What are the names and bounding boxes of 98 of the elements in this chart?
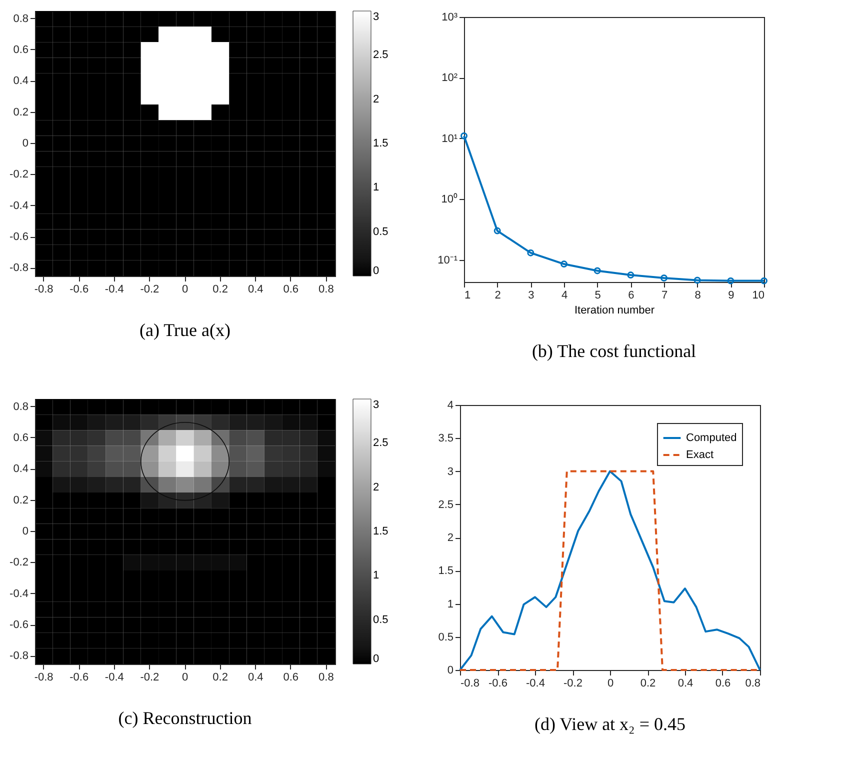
y-tick-label: 0.8 <box>13 12 28 25</box>
point <box>660 274 668 282</box>
color-bar-label: 0 <box>373 265 380 277</box>
y-tick-label: 2.5 <box>438 498 454 511</box>
x-tick-label: -0.4 <box>526 678 545 690</box>
x-tick-label: 0 <box>182 672 188 684</box>
y-tick-label: 0.5 <box>438 631 454 644</box>
y-tick-label: 0.6 <box>13 432 28 444</box>
legend-label: Computed <box>686 432 737 444</box>
point <box>527 249 534 256</box>
y-tick-label: 10² <box>442 72 458 84</box>
x-tick-label: 8 <box>694 290 701 302</box>
x-tick-label: 0.6 <box>715 678 731 690</box>
text: (b) The cost functional <box>532 341 696 361</box>
y-tick-label: 0.2 <box>13 106 28 118</box>
x-tick-label: 0.4 <box>248 284 264 296</box>
point <box>594 267 601 274</box>
y-tick-label: 3.5 <box>438 432 454 445</box>
y-tick-label: 10³ <box>442 12 458 24</box>
x-tick-label: 0.2 <box>212 284 228 296</box>
x-tick-label: 0.6 <box>283 284 299 296</box>
x-tick-label: 2 <box>494 290 501 302</box>
x-tick-label: -0.8 <box>34 672 54 684</box>
x-tick-label: -0.6 <box>488 678 508 690</box>
y-tick-label: -0.2 <box>10 556 28 569</box>
x-tick-label: 0.6 <box>283 672 299 684</box>
point <box>694 276 701 284</box>
color-bar-label: 0.5 <box>373 614 388 626</box>
y-tick-label: 3 <box>447 466 454 478</box>
x-tick-label: -0.2 <box>140 284 160 296</box>
color-bar-label: 2 <box>373 93 380 106</box>
x-tick-label: 9 <box>728 290 734 302</box>
y-tick-label: 0 <box>22 138 28 150</box>
x-tick-label: 3 <box>528 290 534 302</box>
x-tick-label: 0 <box>607 678 614 690</box>
x-tick-label: 0.2 <box>640 678 656 690</box>
legend-label: Exact <box>686 449 714 461</box>
y-tick-label: -0.8 <box>10 650 28 662</box>
x-tick-label: -0.4 <box>104 672 124 684</box>
point <box>560 260 568 268</box>
x-tick-label: 1 <box>464 290 471 302</box>
x-tick-label: -0.8 <box>34 284 54 296</box>
x-tick-label: 6 <box>628 290 634 302</box>
x-tick-label: -0.6 <box>70 284 89 296</box>
y-tick-label: 0 <box>22 526 28 538</box>
x-tick-label: -0.2 <box>140 672 160 684</box>
x-tick-label: 0 <box>182 284 188 296</box>
y-tick-label: 0.2 <box>13 494 28 506</box>
y-tick-label: -0.6 <box>10 619 28 632</box>
y-tick-label: 0.4 <box>13 463 28 476</box>
line-series <box>459 470 761 671</box>
color-bar-label: 0.5 <box>373 226 388 238</box>
color-bar-label: 2.5 <box>373 49 388 62</box>
y-tick-label: 1.5 <box>438 565 454 578</box>
y-tick-label: 10⁰ <box>441 192 458 206</box>
point <box>494 227 501 234</box>
y-tick-label: 0.6 <box>13 44 28 56</box>
color-bar-label: 1.5 <box>373 138 388 150</box>
color-bar-label: 2.5 <box>373 437 388 450</box>
x-tick-label: 10 <box>752 290 764 302</box>
y-tick-label: -0.4 <box>10 200 28 212</box>
y-tick-label: -0.8 <box>10 262 28 274</box>
point <box>727 277 734 284</box>
y-tick-label: 1 <box>447 598 454 610</box>
color-bar-label: 1 <box>373 182 380 194</box>
x-tick-label: 0.8 <box>318 284 334 296</box>
x-tick-label: 0.8 <box>318 672 334 684</box>
y-tick-label: 4 <box>447 400 454 412</box>
text: (d) View at x₂ = 0.45 <box>534 714 686 734</box>
text: (c) Reconstruction <box>118 708 252 728</box>
y-tick-label: -0.2 <box>10 168 28 181</box>
y-tick-label: -0.6 <box>10 231 28 244</box>
x-tick-label: -0.8 <box>460 678 480 690</box>
color-bar-label: 3 <box>373 399 380 411</box>
point <box>627 272 634 279</box>
x-axis-title: Iteration number <box>574 304 655 316</box>
color-bar-label: 1.5 <box>373 526 388 538</box>
y-tick-label: -0.4 <box>10 588 28 600</box>
color-bar-label: 0 <box>373 653 380 665</box>
color-bar-label: 1 <box>373 570 380 582</box>
x-tick-label: 4 <box>561 290 568 302</box>
x-tick-label: 7 <box>661 290 668 302</box>
x-tick-label: -0.6 <box>70 672 89 684</box>
y-tick-label: 2 <box>447 532 454 544</box>
x-tick-label: 5 <box>594 290 601 302</box>
color-bar-label: 3 <box>373 11 380 23</box>
color-bar-label: 2 <box>373 481 380 494</box>
y-tick-label: 0.4 <box>13 75 28 88</box>
y-tick-label: 10⁻¹ <box>438 254 458 266</box>
x-tick-label: 0.2 <box>212 672 228 684</box>
text: (a) True a(x) <box>140 320 230 340</box>
x-tick-label: -0.2 <box>564 678 582 690</box>
y-tick-label: 10¹ <box>442 132 458 145</box>
x-tick-label: -0.4 <box>104 284 124 296</box>
y-tick-label: 0.8 <box>13 400 28 413</box>
x-tick-label: 0.4 <box>678 678 694 690</box>
x-tick-label: 0.8 <box>745 678 760 690</box>
x-tick-label: 0.4 <box>248 672 264 684</box>
